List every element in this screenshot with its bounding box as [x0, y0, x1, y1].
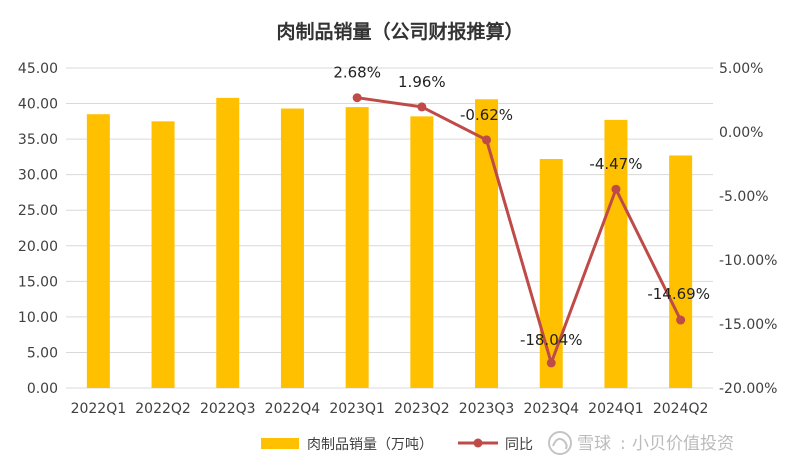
line-data-label: -14.69% — [647, 285, 710, 303]
y-left-tick-label: 45.00 — [18, 61, 58, 77]
watermark-author: 小贝价值投资 — [632, 434, 734, 454]
bar — [410, 116, 434, 388]
y-left-tick-label: 20.00 — [18, 239, 58, 255]
bar — [669, 155, 693, 388]
line-data-label: -0.62% — [460, 106, 513, 124]
bar — [216, 97, 240, 388]
line-point — [352, 93, 362, 103]
line-data-label: 2.68% — [333, 64, 381, 82]
x-tick-label: 2023Q3 — [459, 401, 515, 417]
legend: 肉制品销量（万吨） 同比 — [261, 437, 533, 453]
bar — [539, 159, 563, 388]
y-left-tick-label: 40.00 — [18, 97, 58, 113]
y-right-tick-label: -15.00% — [719, 317, 777, 333]
y-right-tick-label: -5.00% — [719, 189, 769, 205]
bar — [86, 114, 110, 388]
x-tick-label: 2024Q2 — [653, 401, 709, 417]
line-point — [611, 184, 621, 194]
x-tick-label: 2022Q2 — [135, 401, 191, 417]
legend-bar-label: 肉制品销量（万吨） — [307, 437, 433, 453]
bar — [604, 119, 628, 389]
watermark: 雪球 : 小贝价值投资 — [548, 431, 734, 455]
y-right-tick-label: 0.00% — [719, 125, 763, 141]
line-data-label: -4.47% — [589, 155, 642, 173]
line-point — [546, 358, 556, 368]
x-tick-label: 2022Q3 — [200, 401, 256, 417]
line-data-label: -18.04% — [520, 331, 583, 349]
y-right-tick-label: 5.00% — [719, 61, 763, 77]
bar — [345, 107, 369, 388]
y-left-tick-label: 25.00 — [18, 203, 58, 219]
legend-line-label: 同比 — [505, 437, 533, 453]
y-left-tick-label: 15.00 — [18, 274, 58, 290]
y-left-tick-label: 35.00 — [18, 132, 58, 148]
y-axis-right: -20.00% -15.00% -10.00% -5.00% 0.00% 5.00% — [719, 61, 777, 397]
bar-series — [86, 97, 693, 389]
x-tick-label: 2024Q1 — [588, 401, 644, 417]
line-point — [482, 135, 492, 145]
x-axis: 2022Q1 2022Q2 2022Q3 2022Q4 2023Q1 2023Q2 2023… — [71, 401, 709, 417]
x-tick-label: 2022Q4 — [265, 401, 321, 417]
yoy-line — [356, 96, 682, 365]
bar — [280, 108, 304, 389]
y-left-tick-label: 0.00 — [27, 381, 58, 397]
y-right-tick-label: -20.00% — [719, 381, 777, 397]
x-tick-label: 2023Q2 — [394, 401, 450, 417]
y-axis-left: 0.00 5.00 10.00 15.00 20.00 25.00 30.00 35.00 40… — [18, 61, 58, 397]
y-left-tick-label: 30.00 — [18, 168, 58, 184]
watermark-separator: : — [620, 434, 626, 454]
line-point — [676, 315, 686, 325]
y-left-tick-label: 5.00 — [27, 345, 58, 361]
legend-line-marker — [473, 438, 483, 448]
y-left-tick-label: 10.00 — [18, 310, 58, 326]
line-point — [417, 102, 427, 112]
legend-bar-swatch — [261, 438, 299, 449]
line-series — [352, 93, 686, 368]
snowball-logo-icon — [548, 431, 572, 455]
x-tick-label: 2023Q4 — [523, 401, 579, 417]
bar — [151, 121, 175, 388]
x-tick-label: 2023Q1 — [329, 401, 385, 417]
bar — [475, 99, 499, 389]
y-right-tick-label: -10.00% — [719, 253, 777, 269]
x-tick-label: 2022Q1 — [71, 401, 127, 417]
data-labels: 2.68% 1.96% -0.62% -18.04% -4.47% -14.69% — [333, 64, 710, 349]
watermark-brand: 雪球 — [577, 434, 611, 454]
line-data-label: 1.96% — [398, 73, 446, 91]
chart-title: 肉制品销量（公司财报推算） — [276, 20, 523, 43]
